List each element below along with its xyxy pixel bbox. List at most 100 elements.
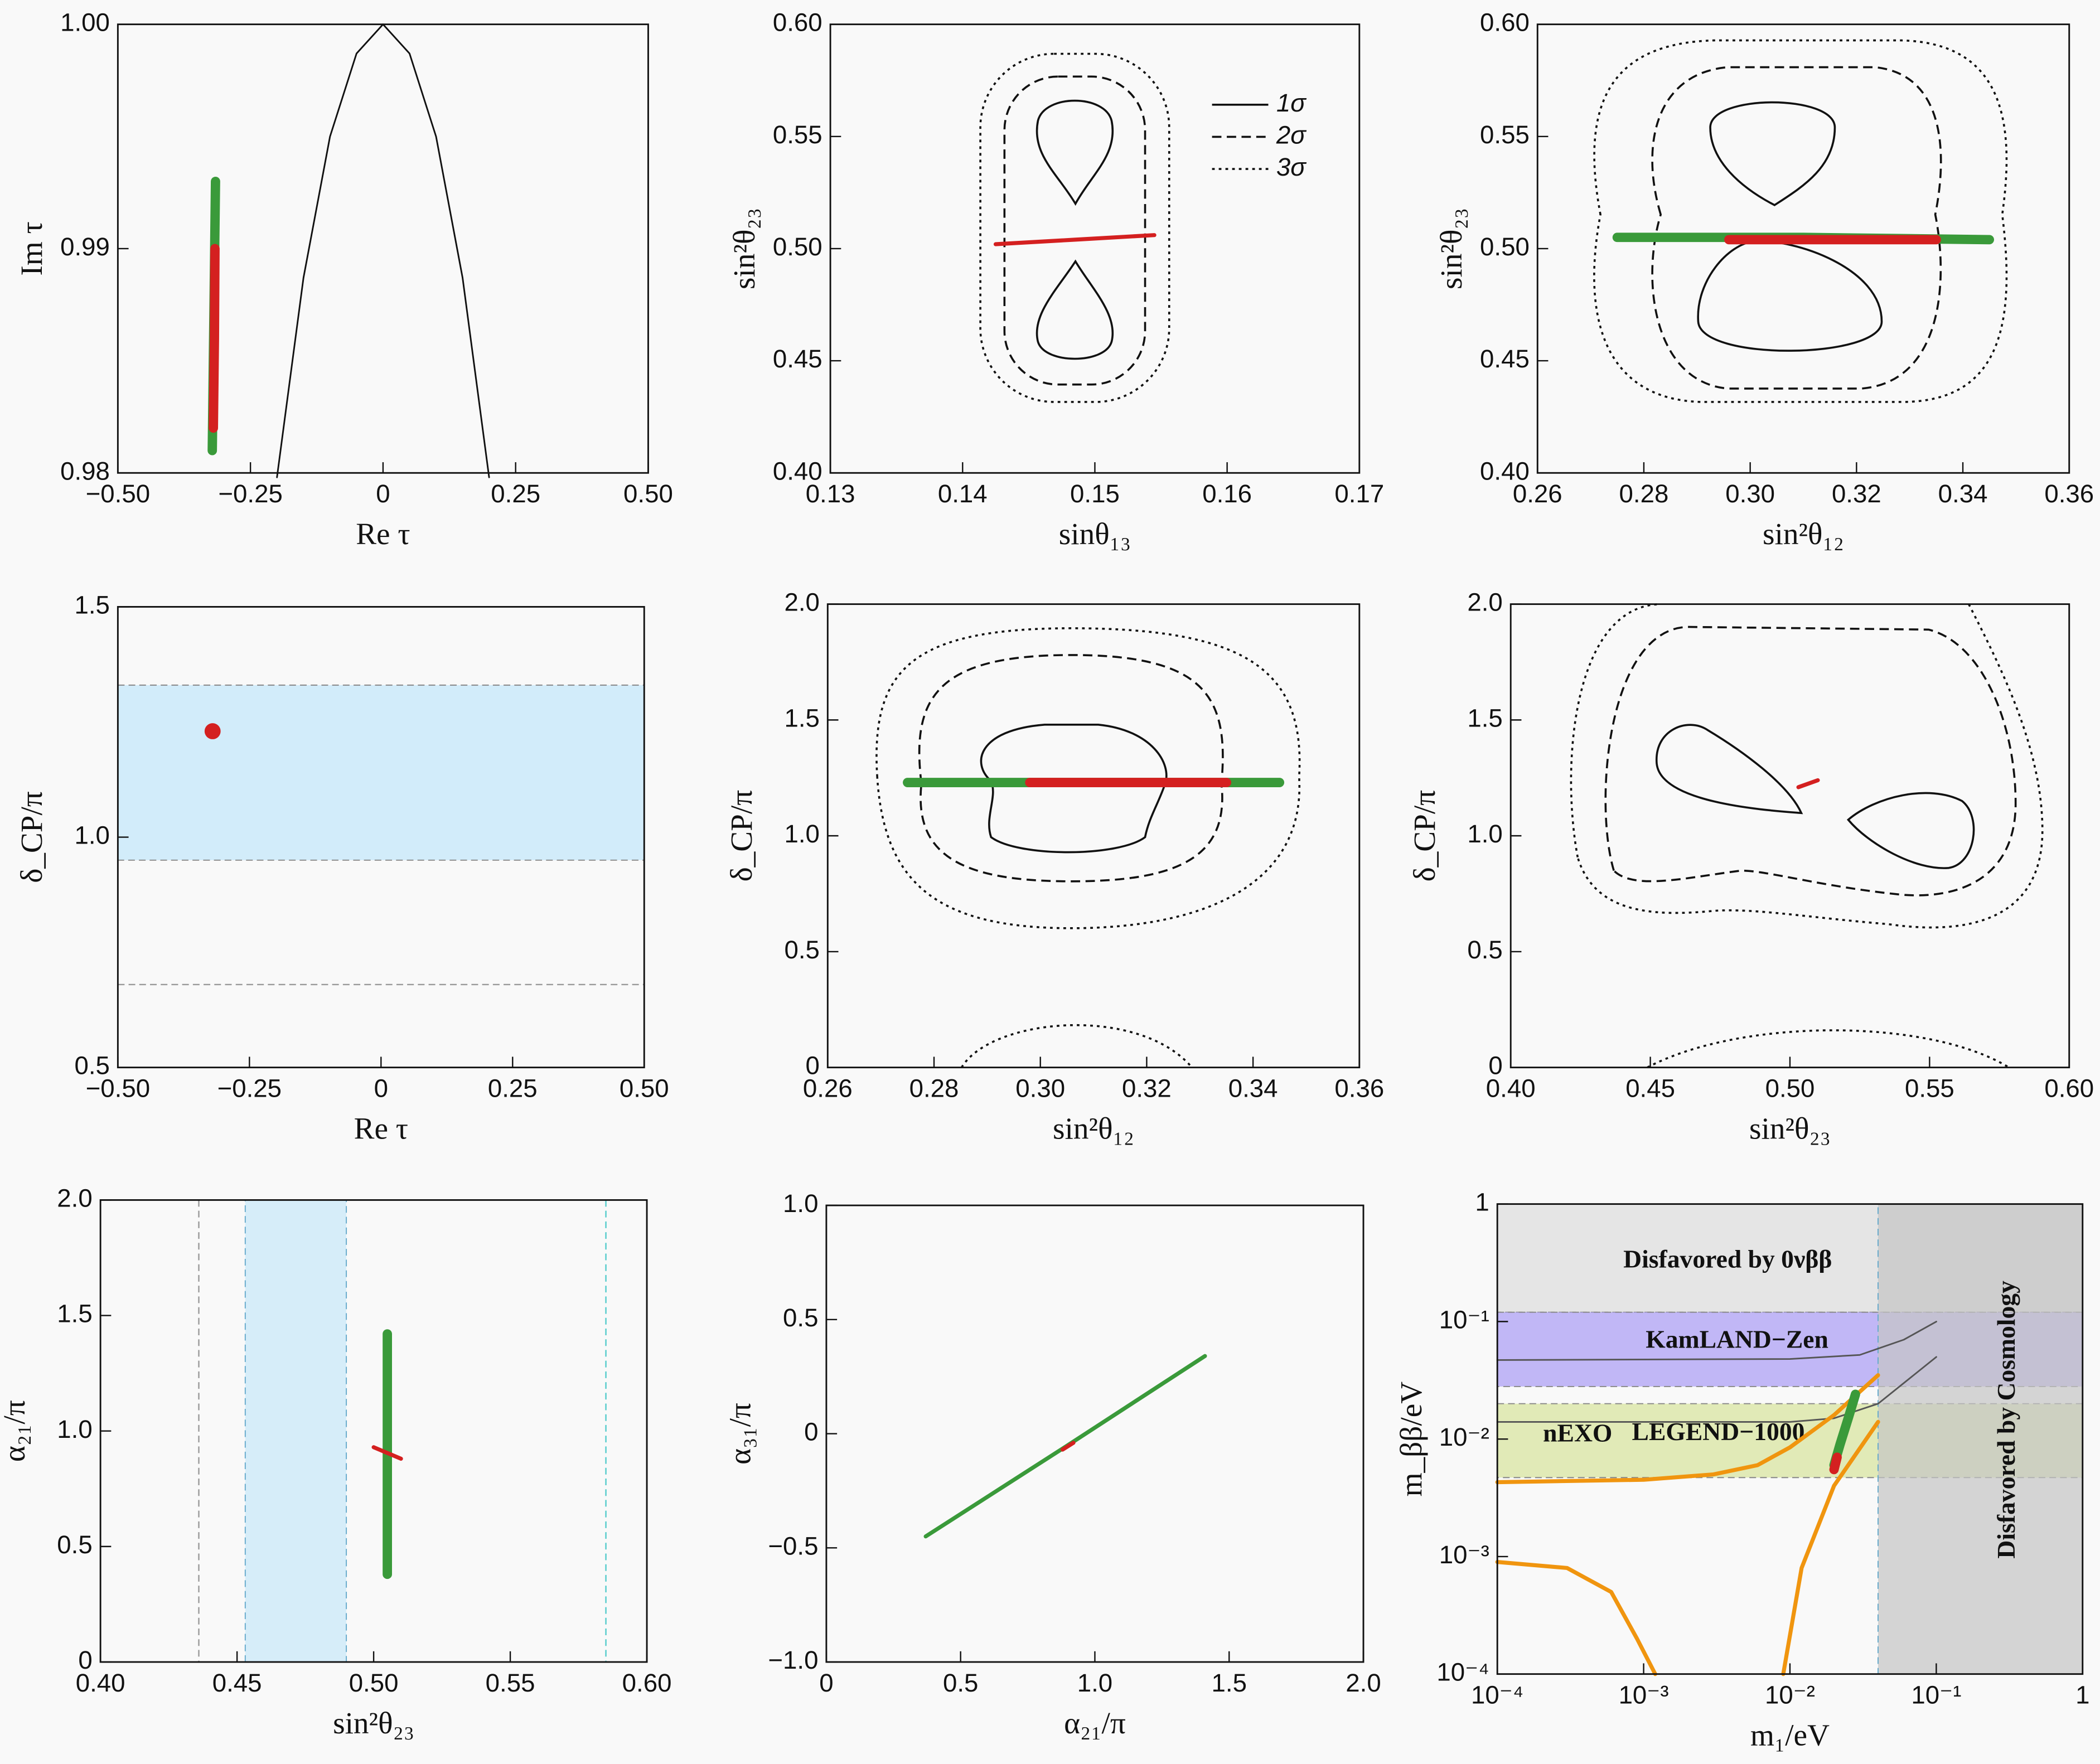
legend-label: 3σ [1276, 153, 1307, 181]
x-tick-label: 0.50 [349, 1669, 399, 1697]
y-tick-label: 0 [1488, 1051, 1502, 1080]
x-tick-label: 0.34 [1228, 1074, 1278, 1103]
x-tick-label: 0.26 [803, 1074, 853, 1103]
y-axis-label: δ_CP/π [724, 790, 758, 882]
x-tick-label: 0.40 [1486, 1074, 1536, 1103]
y-axis-label: α₃₁/π [723, 1403, 757, 1465]
y-tick-label: 0.5 [57, 1530, 92, 1559]
y-axis-label: α₂₁/π [0, 1400, 31, 1462]
annotation: nEXO [1543, 1419, 1612, 1447]
y-tick-label: 1.5 [784, 704, 819, 732]
band [117, 684, 645, 861]
y-axis-label: m_ββ/eV [1394, 1382, 1428, 1497]
x-tick-label: 2.0 [1346, 1669, 1381, 1697]
series-line [1495, 1373, 1880, 1485]
y-tick-label: 1.0 [783, 1189, 818, 1218]
plot-frame [826, 603, 1361, 1069]
y-tick-label: 1.5 [57, 1300, 92, 1328]
x-axis-label: sin²θ₁₂ [1763, 517, 1844, 551]
x-tick-label: 0.13 [806, 479, 855, 508]
y-tick-label: 0 [804, 1418, 818, 1446]
x-tick-label: −0.50 [86, 479, 150, 508]
x-tick-label: 0.60 [2044, 1074, 2094, 1103]
y-tick-label: 0.40 [773, 457, 822, 485]
x-tick-label: 0.30 [1725, 479, 1775, 508]
x-tick-label: 1.5 [1212, 1669, 1247, 1697]
x-axis-label: α₂₁/π [1064, 1706, 1126, 1740]
y-tick-label: 1 [1475, 1188, 1489, 1217]
x-axis-label: sinθ₁₃ [1059, 517, 1131, 551]
x-tick-label: −0.25 [217, 1074, 282, 1103]
x-tick-label: 10⁻³ [1619, 1681, 1669, 1709]
y-tick-label: 0.60 [773, 8, 822, 37]
x-tick-label: −0.50 [86, 1074, 150, 1103]
y-tick-label: 0.55 [1480, 120, 1530, 149]
series-line [209, 244, 220, 433]
y-tick-label: 10⁻³ [1439, 1540, 1489, 1569]
x-tick-label: 0.25 [488, 1074, 538, 1103]
series-line [1781, 1419, 1880, 1676]
y-tick-label: 0.5 [1467, 936, 1502, 964]
y-axis-label: sin²θ₂₃ [727, 208, 761, 289]
annotation: Disfavored by 0νββ [1623, 1244, 1832, 1273]
x-axis-label: sin²θ₁₂ [1053, 1112, 1134, 1146]
point [204, 723, 221, 739]
series-line [1496, 1321, 1937, 1361]
x-tick-label: 0.25 [491, 479, 540, 508]
y-tick-label: 0.99 [60, 232, 110, 261]
y-tick-label: 0.50 [773, 232, 822, 261]
y-tick-label: 10⁻⁴ [1436, 1658, 1489, 1687]
y-tick-label: 0.55 [773, 120, 822, 149]
series-line [993, 233, 1157, 246]
x-tick-label: 0.50 [620, 1074, 669, 1103]
y-tick-label: 1.00 [60, 8, 110, 37]
x-tick-label: 0 [819, 1669, 833, 1697]
x-tick-label: 10⁻⁴ [1471, 1681, 1523, 1709]
y-tick-label: 1.5 [75, 590, 110, 619]
x-tick-label: 0.55 [486, 1669, 535, 1697]
x-tick-label: 1 [2075, 1681, 2089, 1709]
x-tick-label: 0.32 [1122, 1074, 1172, 1103]
x-tick-label: 0.50 [623, 479, 673, 508]
x-axis-label: m₁/eV [1750, 1718, 1830, 1752]
y-tick-label: 0 [78, 1646, 92, 1674]
x-tick-label: 0.5 [943, 1669, 978, 1697]
legend-label: 2σ [1276, 120, 1307, 149]
contours [875, 39, 2044, 1069]
y-tick-label: 0.45 [1480, 345, 1530, 373]
series-line [1495, 1560, 1657, 1676]
y-axis-label: δ_CP/π [1407, 790, 1441, 882]
y-tick-label: 1.0 [784, 820, 819, 848]
series-line [276, 23, 490, 478]
y-tick-label: 0.98 [60, 457, 110, 485]
y-tick-label: 2.0 [57, 1184, 92, 1212]
y-tick-label: 2.0 [784, 588, 819, 617]
y-tick-label: 0.5 [784, 936, 819, 964]
x-tick-label: 0.15 [1070, 479, 1120, 508]
band [244, 1199, 347, 1663]
x-axis-label: Re τ [354, 1112, 408, 1146]
x-axis-label: sin²θ₂₃ [333, 1706, 414, 1740]
x-axis-label: Re τ [356, 517, 410, 551]
x-tick-label: 0.60 [622, 1669, 672, 1697]
x-tick-label: 10⁻¹ [1911, 1681, 1961, 1709]
x-tick-label: 0.34 [1938, 479, 1988, 508]
y-tick-label: 1.0 [57, 1415, 92, 1443]
x-tick-label: 0.26 [1513, 479, 1562, 508]
plot-frame [1509, 603, 2070, 1069]
x-tick-label: 0.28 [1619, 479, 1669, 508]
x-tick-label: 0.16 [1202, 479, 1252, 508]
x-tick-label: 1.0 [1077, 1669, 1112, 1697]
x-tick-label: 10⁻² [1765, 1681, 1815, 1709]
y-tick-label: 1.0 [1467, 820, 1502, 848]
annotation: Disfavored by Cosmology [1992, 1281, 2020, 1559]
y-tick-label: 0.5 [783, 1303, 818, 1332]
x-tick-label: 0.28 [909, 1074, 959, 1103]
plot-frame [117, 23, 649, 474]
series-line [1829, 1452, 1842, 1475]
x-tick-label: 0 [376, 479, 390, 508]
x-tick-label: 0.36 [2044, 479, 2094, 508]
y-tick-label: 10⁻¹ [1439, 1305, 1489, 1334]
y-tick-label: 1.5 [1467, 704, 1502, 732]
